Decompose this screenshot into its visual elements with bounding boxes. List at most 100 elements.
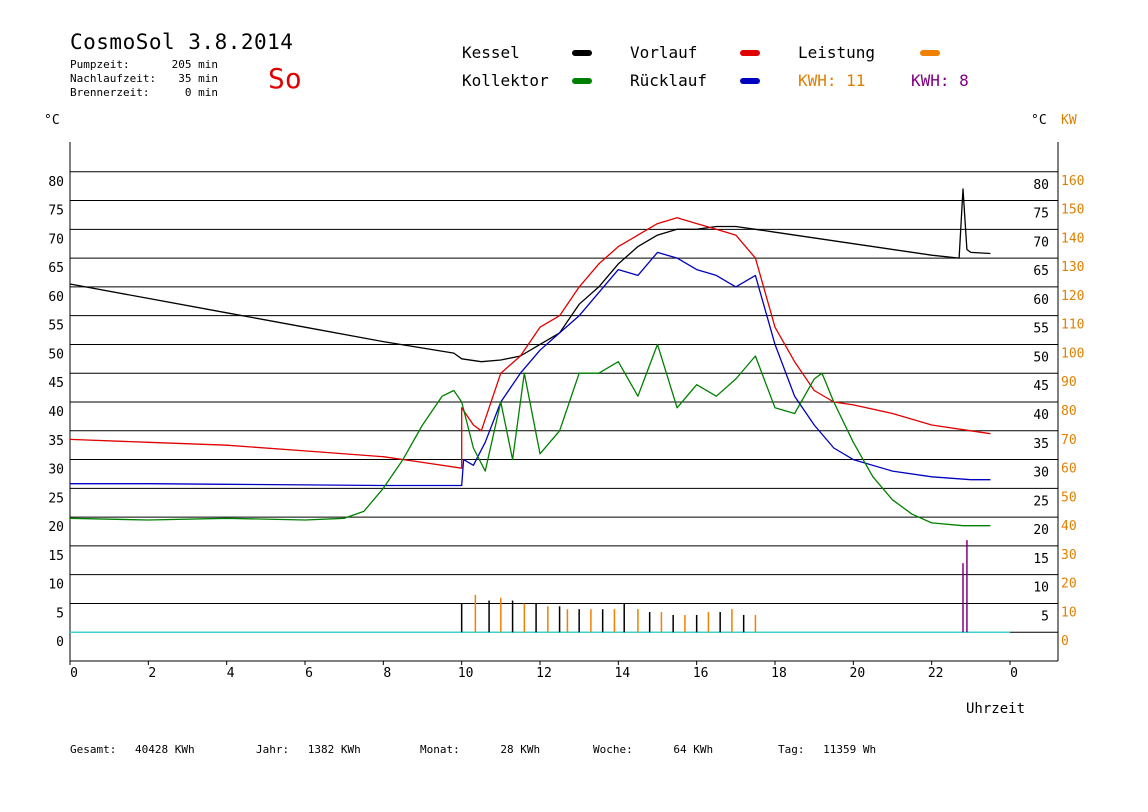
- right-tick-label: 10: [1033, 581, 1049, 596]
- footer-gesamt: Gesamt: 40428 KWh: [70, 743, 195, 756]
- day-label: So: [268, 62, 302, 95]
- footer-value: 28 KWh: [500, 743, 541, 756]
- kw-tick-label: 90: [1061, 375, 1077, 390]
- x-tick-label: 10: [458, 666, 474, 681]
- kwh-purple: KWH: 8: [911, 71, 969, 90]
- x-tick-label: 20: [850, 666, 866, 681]
- kwh-value: 11: [846, 71, 866, 90]
- x-tick-label: 4: [227, 666, 235, 681]
- kw-tick-label: 20: [1061, 577, 1077, 592]
- left-tick-label: 20: [48, 520, 64, 535]
- footer-jahr: Jahr: 1382 KWh: [256, 743, 361, 756]
- left-tick-label: 70: [48, 232, 64, 247]
- page-title: CosmoSol 3.8.2014: [70, 30, 294, 54]
- right-tick-label: 20: [1033, 523, 1049, 538]
- stat-label: Brennerzeit:: [70, 86, 150, 99]
- legend-label: Leistung: [798, 43, 876, 62]
- legend-swatch-vorlauf: [740, 50, 760, 56]
- right-tick-label: 30: [1033, 466, 1049, 481]
- right-tick-label: 35: [1033, 437, 1049, 452]
- tick-labels: 0510152025303540455055606570758051015202…: [48, 174, 1084, 681]
- kw-tick-label: 40: [1061, 519, 1077, 534]
- footer-label: Gesamt:: [70, 743, 117, 756]
- right-tick-label: 15: [1033, 552, 1049, 567]
- stat-value: 205 min: [171, 58, 218, 71]
- stat-pumpzeit: Pumpzeit: 205 min: [70, 58, 218, 72]
- right-tick-label: 40: [1033, 408, 1049, 423]
- kw-tick-label: 160: [1061, 174, 1084, 189]
- stat-label: Pumpzeit:: [70, 58, 130, 71]
- left-tick-label: 10: [48, 578, 64, 593]
- left-tick-label: 30: [48, 463, 64, 478]
- x-tick-label: 12: [536, 666, 552, 681]
- left-axis-unit: °C: [44, 113, 60, 128]
- right-axis-unit-kw: KW: [1061, 113, 1077, 128]
- legend-swatch-leistung: [920, 50, 940, 56]
- grid-lines: [69, 142, 1059, 665]
- kw-tick-label: 0: [1061, 634, 1069, 649]
- x-tick-label: 16: [693, 666, 709, 681]
- kw-tick-label: 140: [1061, 231, 1084, 246]
- right-tick-label: 5: [1041, 609, 1049, 624]
- left-tick-label: 65: [48, 261, 64, 276]
- right-tick-label: 70: [1033, 235, 1049, 250]
- kw-tick-label: 110: [1061, 318, 1084, 333]
- footer-value: 1382 KWh: [307, 743, 361, 756]
- left-tick-label: 75: [48, 204, 64, 219]
- x-tick-label: 22: [928, 666, 944, 681]
- x-axis-label: Uhrzeit: [966, 701, 1026, 717]
- legend-item-kessel: Kessel: [462, 43, 520, 62]
- stat-label: Nachlaufzeit:: [70, 72, 157, 85]
- series-line-kollektor: [69, 343, 991, 527]
- legend-label: Kessel: [462, 43, 520, 62]
- stat-value: 0 min: [184, 86, 218, 99]
- footer-value: 64 KWh: [673, 743, 714, 756]
- legend-item-vorlauf: Vorlauf: [630, 43, 697, 62]
- footer-value: 40428 KWh: [134, 743, 195, 756]
- kw-tick-label: 130: [1061, 260, 1084, 275]
- legend-label: Kollektor: [462, 71, 549, 90]
- stat-nachlaufzeit: Nachlaufzeit: 35 min: [70, 72, 218, 86]
- kw-tick-label: 70: [1061, 433, 1077, 448]
- footer-label: Jahr:: [256, 743, 290, 756]
- kw-tick-label: 30: [1061, 548, 1077, 563]
- x-tick-label: 18: [771, 666, 787, 681]
- kw-tick-label: 100: [1061, 346, 1084, 361]
- x-tick-label: 0: [1010, 666, 1018, 681]
- footer-label: Woche:: [593, 743, 633, 756]
- x-tick-label: 8: [383, 666, 391, 681]
- footer-woche: Woche: 64 KWh: [593, 743, 713, 756]
- legend-item-ruecklauf: Rücklauf: [630, 71, 707, 90]
- left-tick-label: 45: [48, 376, 64, 391]
- footer-label: Monat:: [420, 743, 460, 756]
- series-line-kessel: [69, 188, 991, 363]
- kw-tick-label: 50: [1061, 490, 1077, 505]
- legend-swatch-kessel: [572, 50, 592, 56]
- series-line-rcklauf: [70, 251, 991, 487]
- legend-item-kollektor: Kollektor: [462, 71, 549, 90]
- left-tick-label: 35: [48, 434, 64, 449]
- footer-tag: Tag: 11359 Wh: [778, 743, 876, 756]
- left-tick-label: 0: [56, 635, 64, 650]
- kw-tick-label: 120: [1061, 289, 1084, 304]
- x-tick-label: 2: [148, 666, 156, 681]
- x-tick-label: 0: [70, 666, 78, 681]
- left-tick-label: 80: [48, 175, 64, 190]
- kw-tick-label: 80: [1061, 404, 1077, 419]
- legend-label: Rücklauf: [630, 71, 708, 90]
- footer-value: 11359 Wh: [823, 743, 877, 756]
- right-tick-label: 80: [1033, 178, 1049, 193]
- left-tick-label: 50: [48, 347, 64, 362]
- kw-tick-label: 60: [1061, 462, 1077, 477]
- left-tick-label: 5: [56, 606, 64, 621]
- right-tick-label: 55: [1033, 322, 1049, 337]
- stat-value: 35 min: [178, 72, 218, 85]
- leistung-bars: [460, 540, 968, 633]
- footer-monat: Monat: 28 KWh: [420, 743, 540, 756]
- stats-block: Pumpzeit: 205 min Nachlaufzeit: 35 min B…: [70, 58, 218, 100]
- right-tick-label: 65: [1033, 264, 1049, 279]
- series-lines: [69, 188, 991, 527]
- left-tick-label: 40: [48, 405, 64, 420]
- right-axis-unit: °C: [1031, 113, 1047, 128]
